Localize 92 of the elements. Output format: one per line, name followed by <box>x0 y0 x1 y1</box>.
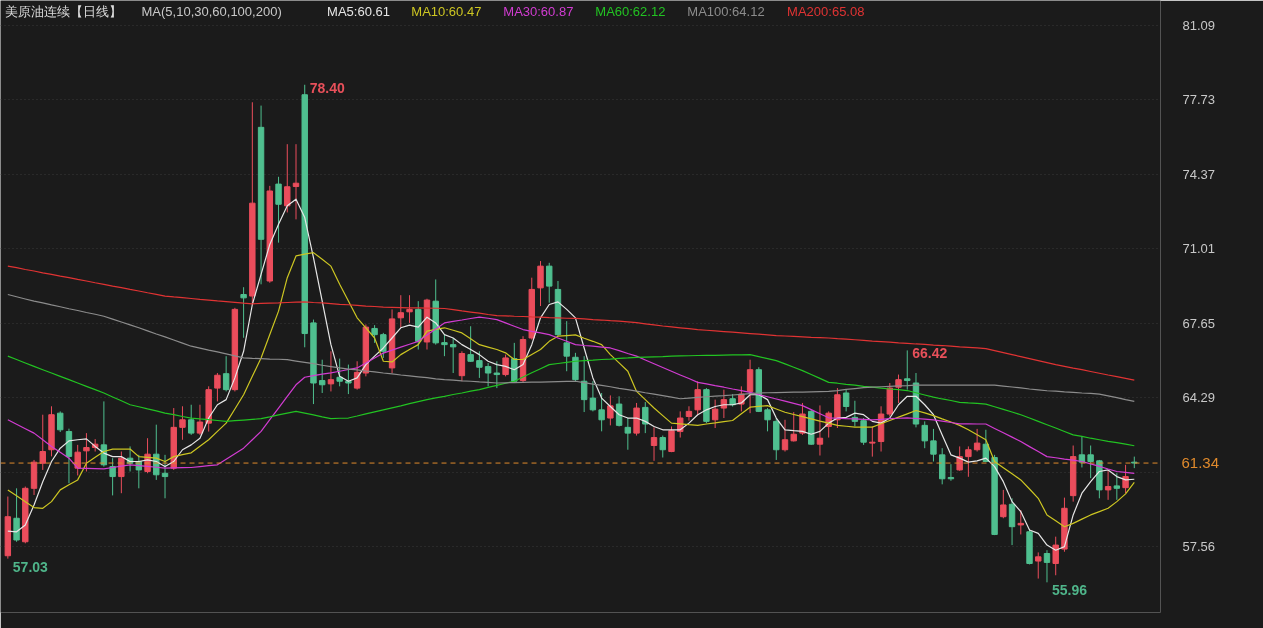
candlestick <box>598 392 605 432</box>
candlestick <box>781 419 789 453</box>
candlestick <box>458 350 466 382</box>
y-tick-label: 67.65 <box>1182 315 1216 331</box>
candlestick <box>816 404 824 457</box>
text: MA60:62.12 <box>595 4 666 19</box>
candlestick <box>1008 497 1016 546</box>
candlestick <box>406 294 413 324</box>
candlestick <box>546 262 553 304</box>
line-series <box>7 265 1135 381</box>
candlestick <box>746 359 754 414</box>
candlestick <box>642 401 649 434</box>
candlestick <box>869 425 876 458</box>
y-tick-label: 77.73 <box>1182 92 1216 108</box>
candlestick <box>563 320 570 372</box>
candlestick <box>799 402 806 436</box>
candlestick <box>345 364 352 395</box>
candlestick <box>764 407 771 432</box>
candlestick <box>74 444 81 476</box>
candlestick <box>860 417 867 446</box>
candlestick <box>484 362 492 387</box>
text: MA10:60.47 <box>411 4 482 19</box>
candlestick <box>711 399 719 429</box>
candlestick <box>720 389 728 419</box>
candlestick <box>624 417 632 451</box>
ref-line-label: 61.34 <box>1181 454 1220 472</box>
annotation: 66.42 <box>912 345 948 362</box>
candlestick <box>930 428 937 462</box>
candlestick <box>973 428 981 453</box>
candlestick <box>476 350 483 379</box>
text: MA5:60.61 <box>327 4 390 19</box>
candlestick <box>537 260 544 307</box>
candlestick <box>1113 472 1121 501</box>
candlestick <box>1087 445 1094 479</box>
text: MA200:65.08 <box>787 4 865 19</box>
candlestick <box>327 350 335 392</box>
candlestick <box>1043 549 1051 583</box>
y-tick-label: 57.56 <box>1182 539 1216 555</box>
text: MA30:60.87 <box>503 4 574 19</box>
candlestick <box>214 372 221 402</box>
candlestick <box>380 332 387 359</box>
candlestick <box>904 349 911 391</box>
candlestick <box>240 286 247 339</box>
y-tick-label: 81.09 <box>1182 17 1216 33</box>
candlestick <box>580 355 588 413</box>
candlestick <box>275 176 282 244</box>
candlestick <box>397 294 404 329</box>
candlestick <box>1122 464 1129 494</box>
candlestick <box>336 358 343 387</box>
candlestick <box>650 426 658 462</box>
candlestick <box>449 337 457 374</box>
candlestick <box>1035 551 1042 580</box>
candlestick <box>572 352 579 382</box>
candlestick <box>284 143 291 213</box>
candlestick <box>1000 489 1007 519</box>
candlestick <box>502 354 509 377</box>
candlestick <box>938 447 946 485</box>
candlestick <box>13 487 20 543</box>
annotation: 78.40 <box>309 79 345 96</box>
chart-title: 美原油连续【日线】 <box>4 4 122 19</box>
candlestick <box>57 410 64 433</box>
candlestick <box>790 411 797 443</box>
y-tick-label: 74.37 <box>1182 166 1216 182</box>
candlestick <box>965 445 972 478</box>
candlestick <box>196 404 204 436</box>
candlestick <box>1104 470 1112 501</box>
candlestick <box>467 325 474 363</box>
candlestick <box>607 394 614 426</box>
annotation: 57.03 <box>12 558 49 575</box>
candlestick <box>179 405 186 441</box>
annotation: 55.96 <box>1051 582 1088 599</box>
candlestick <box>222 355 230 392</box>
candlestick <box>659 435 666 458</box>
candlestick <box>318 359 326 394</box>
y-tick-label: 71.01 <box>1182 241 1216 257</box>
candlestick <box>694 380 701 416</box>
candlestick <box>441 334 448 357</box>
line-series <box>7 252 1135 528</box>
candlestick <box>109 457 116 496</box>
candlestick <box>1052 536 1059 576</box>
candlestick <box>921 420 928 449</box>
y-tick-label: 64.29 <box>1182 390 1216 406</box>
candlestick <box>685 405 693 422</box>
candlestick <box>83 432 90 472</box>
candlestick <box>39 414 46 471</box>
candlestick <box>188 404 195 436</box>
text: MA100:64.12 <box>687 4 765 19</box>
legend-title: MA(5,10,30,60,100,200) <box>141 4 282 19</box>
candlestick <box>842 389 850 412</box>
candlestick <box>493 360 501 389</box>
candlestick <box>668 425 675 453</box>
candlestick <box>589 380 597 412</box>
